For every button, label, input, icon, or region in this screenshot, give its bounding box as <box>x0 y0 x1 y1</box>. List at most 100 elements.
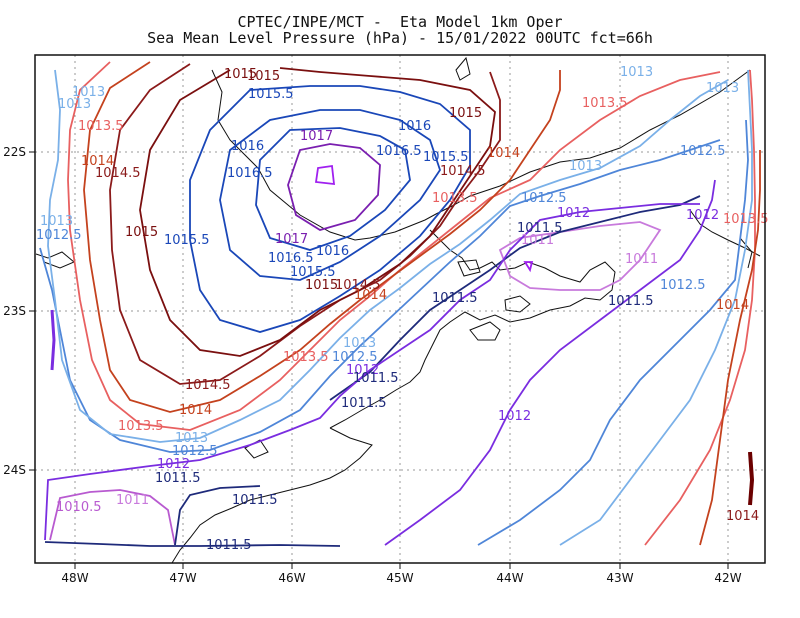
label-1014-c: 1014 <box>726 509 759 524</box>
label-1014-5-d: 1014.5 <box>185 378 231 393</box>
label-1012-a: 1012 <box>557 206 590 221</box>
label-1016-a: 1016 <box>398 119 431 134</box>
label-1014-5-a: 1014.5 <box>440 164 486 179</box>
x-tick-45w: 45W <box>386 571 413 585</box>
isobar-1011-inner <box>523 261 534 273</box>
label-1011-5-e: 1011.5 <box>341 396 387 411</box>
label-1016-5-c: 1016.5 <box>268 251 314 266</box>
label-1015-5-a: 1015.5 <box>248 87 294 102</box>
isobar-1013-5 <box>67 61 721 431</box>
isobar-1014-5-b <box>748 451 755 506</box>
label-1015-5-c: 1015.5 <box>290 265 336 280</box>
map-title: CPTEC/INPE/MCT - Eta Model 1km Oper Sea … <box>0 14 800 46</box>
label-1011-b: 1011 <box>625 252 658 267</box>
label-1014-f: 1014 <box>179 403 212 418</box>
isobar-1012 <box>44 203 700 541</box>
isobar-1014-b <box>699 150 761 546</box>
contour-labels: 1015 1015.5 1016 1016 1016.5 1016.5 1017… <box>36 65 769 553</box>
label-1013-c2: 1013 <box>343 336 376 351</box>
label-1014-e: 1014 <box>81 154 114 169</box>
label-1013-f: 1013 <box>40 214 73 229</box>
y-tick-23s: 23S <box>3 304 26 318</box>
label-1016-5-a: 1016.5 <box>376 144 422 159</box>
label-1012-5-e: 1012.5 <box>36 228 82 243</box>
y-tick-24s: 24S <box>3 463 26 477</box>
label-1013-5-a: 1013.5 <box>432 191 478 206</box>
label-1013-c: 1013 <box>706 81 739 96</box>
isobars <box>39 61 761 547</box>
label-1011-5-g: 1011.5 <box>232 493 278 508</box>
label-1013-d: 1013 <box>72 85 105 100</box>
label-1012-b: 1012 <box>686 208 719 223</box>
isobar-1013 <box>47 69 729 443</box>
label-1016-b: 1016 <box>231 139 264 154</box>
isobar-1016 <box>219 109 441 281</box>
label-1011-a: 1011 <box>521 233 554 248</box>
isobar-1013-b <box>559 69 753 546</box>
label-1015-5-b: 1015.5 <box>423 150 469 165</box>
isobar-1017-inner <box>314 164 336 186</box>
isobar-1012-5-b <box>477 119 749 546</box>
title-line-2: Sea Mean Level Pressure (hPa) - 15/01/20… <box>147 29 653 47</box>
label-1013-g: 1013 <box>175 431 208 446</box>
label-1012-5-c: 1012.5 <box>660 278 706 293</box>
label-1013-5-c: 1013.5 <box>582 96 628 111</box>
label-1015-a: 1015 <box>247 69 280 84</box>
label-1014-b: 1014 <box>716 298 749 313</box>
x-tick-43w: 43W <box>606 571 633 585</box>
label-1014-5-b: 1014.5 <box>335 278 381 293</box>
label-1011-5-h: 1011.5 <box>206 538 252 553</box>
label-1011-5-a: 1011.5 <box>517 221 563 236</box>
isobar-1014 <box>83 61 561 413</box>
label-1015-5-d: 1015.5 <box>164 233 210 248</box>
x-tick-46w: 46W <box>278 571 305 585</box>
y-axis-labels: 22S 23S 24S <box>3 145 26 477</box>
label-1014-5-c: 1014.5 <box>95 166 141 181</box>
label-1012-5-a: 1012.5 <box>521 191 567 206</box>
x-tick-48w: 48W <box>61 571 88 585</box>
isobar-1013-5-b <box>644 69 756 546</box>
label-1012-c: 1012 <box>498 409 531 424</box>
isobar-1010-5 <box>49 489 176 546</box>
label-1012-e: 1012 <box>157 457 190 472</box>
isobar-1011-5 <box>44 541 341 547</box>
label-1013-5-f: 1013.5 <box>118 419 164 434</box>
tick-marks <box>29 151 729 569</box>
x-tick-42w: 42W <box>714 571 741 585</box>
isobar-1015-5 <box>189 85 471 333</box>
label-1016-c: 1016 <box>316 244 349 259</box>
label-1015-e: 1015 <box>224 67 257 82</box>
label-1012-5-b: 1012.5 <box>680 144 726 159</box>
isobar-1017 <box>287 143 381 231</box>
isobar-1012-b <box>384 179 716 546</box>
label-1017-b: 1017 <box>275 232 308 247</box>
x-tick-44w: 44W <box>496 571 523 585</box>
label-1017-a: 1017 <box>300 129 333 144</box>
isobar-1012-5 <box>39 139 721 453</box>
label-1011-5-f: 1011.5 <box>155 471 201 486</box>
label-1012-d: 1012 <box>346 363 379 378</box>
label-1015-d: 1015 <box>125 225 158 240</box>
label-1012-5-f: 1012.5 <box>172 444 218 459</box>
x-axis-labels: 48W 47W 46W 45W 44W 43W 42W <box>61 571 741 585</box>
label-1012-5-d: 1012.5 <box>332 350 378 365</box>
label-1011-c: 1011 <box>116 493 149 508</box>
label-1014-d: 1014 <box>354 288 387 303</box>
label-1013-e: 1013 <box>58 97 91 112</box>
label-1015-b: 1015 <box>449 106 482 121</box>
label-1013-5-d: 1013.5 <box>78 119 124 134</box>
isobar-1014-5 <box>109 63 501 385</box>
isobar-1016-5 <box>255 127 411 251</box>
label-1013-5-e: 1013.5 <box>283 350 329 365</box>
title-line-1: CPTEC/INPE/MCT - Eta Model 1km Oper <box>237 13 563 31</box>
isobar-1011-edge <box>50 309 56 371</box>
coastline <box>35 56 761 564</box>
label-1013-5-b: 1013.5 <box>723 212 769 227</box>
isobar-1015 <box>139 67 496 357</box>
y-tick-22s: 22S <box>3 145 26 159</box>
label-1014-a: 1014 <box>487 146 520 161</box>
label-1013-a: 1013 <box>569 159 602 174</box>
label-1011-5-d: 1011.5 <box>353 371 399 386</box>
label-1013-b: 1013 <box>620 65 653 80</box>
